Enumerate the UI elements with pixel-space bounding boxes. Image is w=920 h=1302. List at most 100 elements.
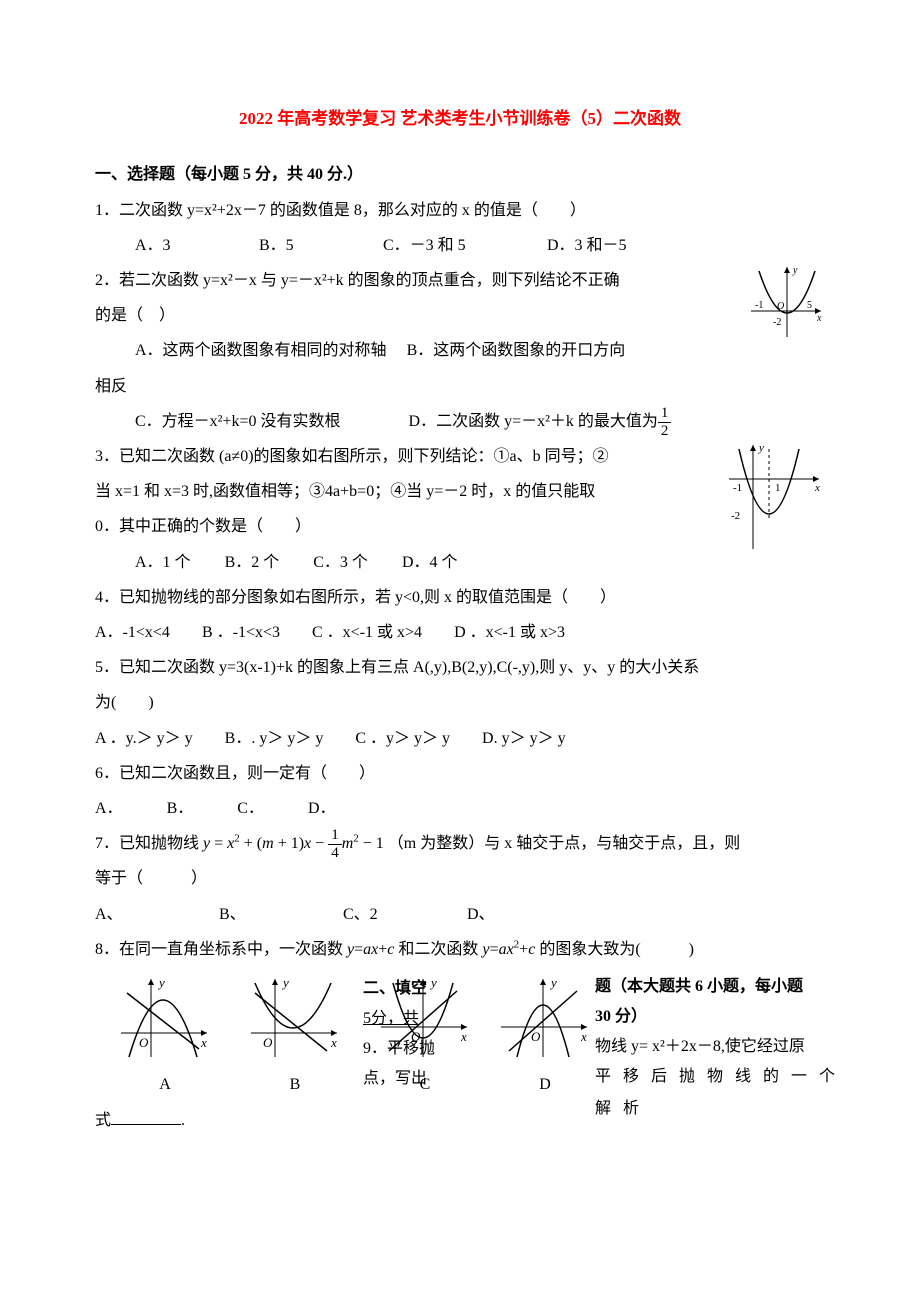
q3-l3: 0．其中正确的个数是（ ） <box>95 509 825 544</box>
svg-text:O: O <box>777 301 784 312</box>
q3-B: B．2 个 <box>225 545 280 580</box>
svg-text:x: x <box>200 1035 207 1050</box>
q3-D: D．4 个 <box>402 545 458 580</box>
svg-text:5: 5 <box>807 300 812 311</box>
sec2-l1: 题（本大题共 6 小题，每小题 <box>595 971 855 1003</box>
tail-text: 式 <box>95 1112 111 1129</box>
q6-D: D． <box>308 791 336 826</box>
frac-1-4: 14 <box>328 827 342 861</box>
svg-text:O: O <box>263 1035 273 1050</box>
svg-text:x: x <box>580 1029 587 1044</box>
q5-l1: 5．已知二次函数 y=3(x-1)+k 的图象上有三点 A(,y),B(2,y)… <box>95 650 825 685</box>
f-m: m <box>262 835 274 852</box>
q7-A: A、 <box>95 897 215 932</box>
q5-l2: 为( ) <box>95 685 825 720</box>
svg-text:-2: -2 <box>731 510 740 522</box>
q4-text: 4．已知抛物线的部分图象如右图所示，若 y<0,则 x 的取值范围是（ ） <box>95 580 825 615</box>
f-p1: + ( <box>240 835 262 852</box>
q1-C: C．－3 和 5 <box>383 228 543 263</box>
q6-C: C． <box>237 791 264 826</box>
q3-options: A．1 个 B．2 个 C．3 个 D．4 个 <box>95 545 825 580</box>
svg-text:x: x <box>460 1029 467 1044</box>
fig-parabola-1: -1 5 -2 x y O <box>747 263 825 341</box>
q1-D: D．3 和－5 <box>547 228 667 263</box>
svg-text:O: O <box>531 1029 541 1044</box>
q1-A: A．3 <box>135 228 255 263</box>
q2-B2: 相反 <box>95 369 825 404</box>
q4-options: A．-1<x<4 B ．-1<x<3 C ．x<-1 或 x>4 D ．x<-1… <box>95 615 825 650</box>
f-m2: m <box>342 835 354 852</box>
q4-D: D ．x<-1 或 x>3 <box>454 615 565 650</box>
q5-C: C ．y＞ y＞ y <box>355 721 450 756</box>
q6-B: B． <box>167 791 194 826</box>
svg-text:y: y <box>157 975 165 990</box>
page-title: 2022 年高考数学复习 艺术类考生小节训练卷（5）二次函数 <box>95 100 825 137</box>
q8-charts-block: y x O A y x O B <box>95 973 825 1103</box>
label-D: D <box>485 1067 605 1102</box>
q5-D: D. y＞ y＞ y <box>482 721 566 756</box>
overlay-d: 点，写出 <box>363 1061 427 1096</box>
q3-l1: 3．已知二次函数 (a≠0)的图象如右图所示，则下列结论：①a、b 同号；② <box>95 439 825 474</box>
q2-D: D．二次函数 y=－x²＋k 的最大值为 <box>409 413 658 430</box>
q5-options: A ．y.＞ y＞ y B．. y＞ y＞ y C ．y＞ y＞ y D. y＞… <box>95 721 825 756</box>
chart-A: y x O A <box>105 973 225 1102</box>
q1-options: A．3 B．5 C．－3 和 5 D．3 和－5 <box>95 228 825 263</box>
f-tail: − 1 <box>359 835 384 852</box>
svg-text:y: y <box>281 975 289 990</box>
q2-C: C．方程－x²+k=0 没有实数根 <box>135 413 341 430</box>
q1-text: 1．二次函数 y=x²+2x－7 的函数值是 8，那么对应的 x 的值是（ ） <box>95 193 825 228</box>
fig-parabola-2: -1 1 x y -2 <box>725 439 825 559</box>
frac-1-2: 12 <box>658 405 672 439</box>
sec2-l3: 物线 y= x²＋2x－8,使它经过原 <box>595 1031 855 1063</box>
svg-text:-1: -1 <box>733 482 742 494</box>
sec2-l4: 平 移 后 抛 物 线 的 一 个 解 析 <box>595 1061 855 1125</box>
q7-options: A、 B、 C、2 D、 <box>95 897 825 932</box>
q6-options: A． B． C． D． <box>95 791 825 826</box>
q4-C: C ．x<-1 或 x>4 <box>312 615 422 650</box>
q2-l1: 2．若二次函数 y=x²－x 与 y=－x²+k 的图象的顶点重合，则下列结论不… <box>95 263 825 298</box>
section-1-header: 一、选择题（每小题 5 分，共 40 分.） <box>95 157 825 192</box>
chart-B: y x O B <box>235 973 355 1102</box>
q7-B: B、 <box>219 897 339 932</box>
q7-post: （m 为整数）与 x 轴交于点，与轴交于点，且，则 <box>388 835 740 852</box>
q6-A: A． <box>95 791 123 826</box>
svg-text:-2: -2 <box>773 317 781 328</box>
q3-l2: 当 x=1 和 x=3 时,函数值相等；③4a+b=0；④当 y=－2 时，x … <box>95 474 825 509</box>
svg-text:y: y <box>758 442 764 454</box>
q8-text: 8．在同一直角坐标系中，一次函数 y=ax+c 和二次函数 y=ax2+c 的图… <box>95 932 825 967</box>
q7-C: C、2 <box>343 897 463 932</box>
svg-text:y: y <box>429 975 437 990</box>
svg-text:x: x <box>816 313 822 324</box>
q5-B: B．. y＞ y＞ y <box>225 721 324 756</box>
q2-optsAB: A．这两个函数图象有相同的对称轴 B．这两个函数图象的开口方向 <box>95 333 825 368</box>
q3-C: C．3 个 <box>313 545 368 580</box>
svg-text:O: O <box>139 1035 149 1050</box>
q2-optsCD: C．方程－x²+k=0 没有实数根 D．二次函数 y=－x²＋k 的最大值为12 <box>95 404 825 439</box>
q7-pre: 7．已知抛物线 <box>95 835 203 852</box>
q5-A: A ．y.＞ y＞ y <box>95 721 193 756</box>
svg-text:x: x <box>330 1035 337 1050</box>
q4-A: A．-1<x<4 <box>95 615 170 650</box>
q7-D: D、 <box>467 897 587 932</box>
q4-B: B ．-1<x<3 <box>202 615 280 650</box>
q7-l1: 7．已知抛物线 y = x2 + (m + 1)x − 14m2 − 1 （m … <box>95 826 825 861</box>
svg-text:y: y <box>549 975 557 990</box>
svg-text:-1: -1 <box>755 300 763 311</box>
blank-line <box>111 1108 181 1125</box>
label-A: A <box>105 1067 225 1102</box>
svg-text:y: y <box>792 265 798 276</box>
q1-B: B．5 <box>259 228 379 263</box>
q3-A: A．1 个 <box>135 545 191 580</box>
f-min: − <box>311 835 328 852</box>
q2-B: B．这两个函数图象的开口方向 <box>407 342 626 359</box>
q2-A: A．这两个函数图象有相同的对称轴 <box>135 342 387 359</box>
q2-l2: 的是（ ） <box>95 298 825 333</box>
svg-text:1: 1 <box>775 482 781 494</box>
f-p2: + 1) <box>274 835 304 852</box>
chart-D: y x O D <box>485 973 605 1102</box>
sec2-l2: 30 分） <box>595 1001 855 1033</box>
svg-text:x: x <box>814 482 820 494</box>
q7-l2: 等于（ ） <box>95 861 825 896</box>
q6-text: 6．已知二次函数且，则一定有（ ） <box>95 756 825 791</box>
label-B: B <box>235 1067 355 1102</box>
